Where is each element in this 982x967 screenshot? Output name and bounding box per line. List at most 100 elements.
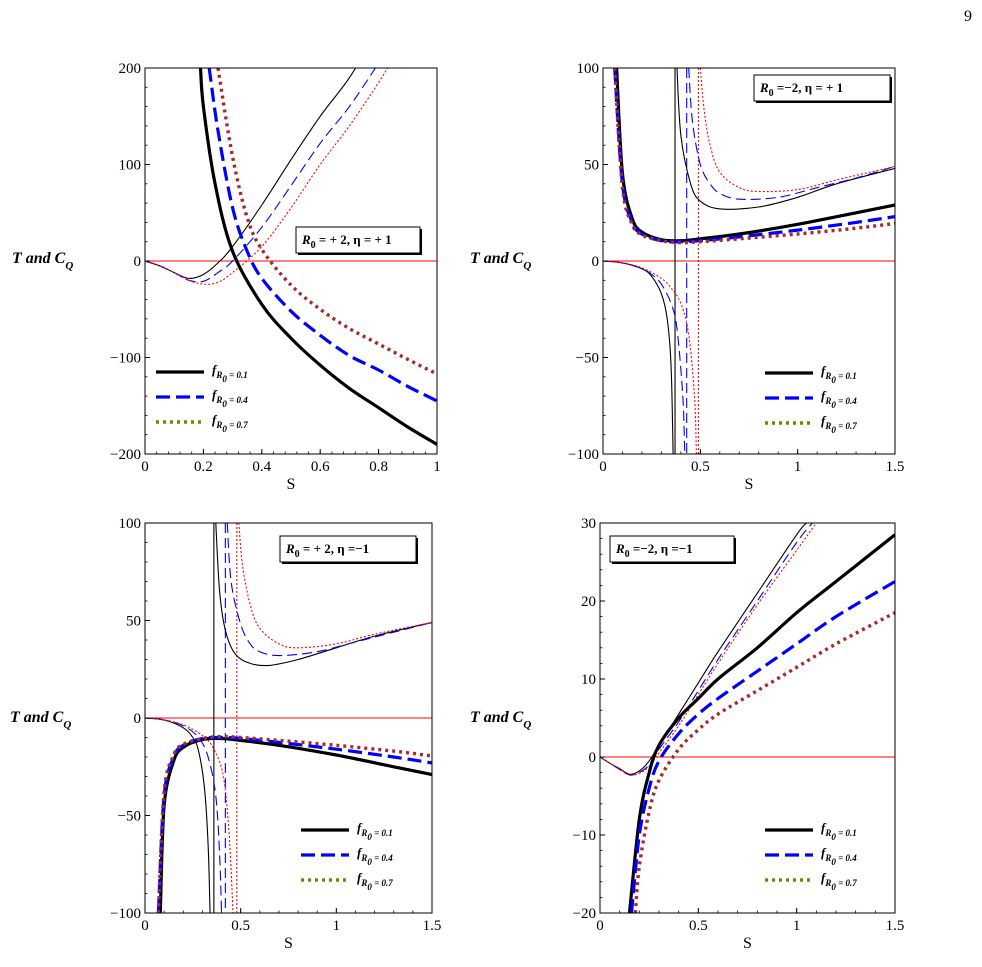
legend-f: f <box>821 845 827 860</box>
y-tick-label: 200 <box>119 61 142 77</box>
x-tick-label: 0 <box>596 918 604 934</box>
legend-sub-R: R <box>824 878 831 888</box>
y-tick-label: −100 <box>110 351 141 367</box>
legend-value: = 0.4 <box>836 853 857 863</box>
panel-label: R0 =−2, η =−1 <box>615 541 693 560</box>
legend-sub-0: 0 <box>831 375 836 385</box>
panel-label-rest: =−2, η = + 1 <box>774 80 844 95</box>
y-axis-label-subscript: Q <box>65 260 73 272</box>
x-tick-label: 0.5 <box>689 918 708 934</box>
x-tick-label: 1.5 <box>886 918 905 934</box>
x-tick-label: 0.5 <box>691 459 710 475</box>
legend-f: f <box>357 845 363 860</box>
legend-value: = 0.4 <box>372 853 393 863</box>
temperature-curve-2 <box>156 734 432 913</box>
legend-sub-0: 0 <box>831 882 836 892</box>
legend-sub-0: 0 <box>367 857 372 867</box>
y-tick-label: 30 <box>581 516 596 532</box>
legend-entry-0: fR0 = 0.1 <box>212 362 248 384</box>
panel-label-subscript: 0 <box>625 549 630 560</box>
heat-capacity-curve-5 <box>600 523 817 776</box>
legend-sub-0: 0 <box>831 832 836 842</box>
x-tick-label: 1.5 <box>423 918 442 934</box>
y-tick-label: 0 <box>592 254 600 270</box>
y-axis-label: T and CQ <box>12 250 73 272</box>
y-tick-label: −200 <box>110 447 141 463</box>
legend-sub-R: R <box>824 421 831 431</box>
x-axis-label: S <box>284 935 293 952</box>
legend-sub-0: 0 <box>222 399 227 409</box>
x-tick-label: 0 <box>141 459 149 475</box>
y-axis-label-subscript: Q <box>523 719 531 731</box>
legend-value: = 0.1 <box>227 370 248 380</box>
x-tick-label: 0.8 <box>369 459 388 475</box>
legend-sub-R: R <box>824 371 831 381</box>
legend-value: = 0.1 <box>836 371 857 381</box>
legend-value: = 0.1 <box>836 828 857 838</box>
panel-label: R0 = + 2, η = + 1 <box>301 232 392 251</box>
x-tick-label: 1 <box>333 918 341 934</box>
legend-value: = 0.4 <box>227 395 248 405</box>
y-tick-label: 50 <box>126 614 141 630</box>
y-tick-label: −20 <box>573 906 596 922</box>
legend-f: f <box>821 413 827 428</box>
legend-f: f <box>357 870 363 885</box>
legend-sub-0: 0 <box>831 425 836 435</box>
y-tick-label: 0 <box>134 711 142 727</box>
panel-label-rest: = + 2, η = + 1 <box>316 232 392 247</box>
heat-capacity-curve-6 <box>226 523 432 657</box>
temperature-curve-2 <box>613 68 895 245</box>
panel-label-base: R <box>285 541 295 556</box>
x-tick-label: 1 <box>433 459 441 475</box>
legend-f: f <box>821 388 827 403</box>
legend-sub-R: R <box>360 853 367 863</box>
heat-capacity-curve-4 <box>600 523 813 776</box>
heat-capacity-curve-4 <box>145 68 377 283</box>
y-tick-label: 100 <box>119 158 142 174</box>
x-axis-label: S <box>743 935 752 952</box>
panel-label-box <box>753 74 891 102</box>
panel-label-rest: = + 2, η =−1 <box>300 541 370 556</box>
y-axis-label-subscript: Q <box>63 719 71 731</box>
y-tick-label: 10 <box>581 672 596 688</box>
legend-entry-0: fR0 = 0.1 <box>357 820 393 842</box>
heat-capacity-curve-3 <box>603 260 674 454</box>
y-tick-label: −50 <box>118 809 141 825</box>
plot-frame <box>599 522 896 914</box>
panel-label-subscript: 0 <box>769 88 774 99</box>
x-tick-label: 0 <box>599 459 607 475</box>
heat-capacity-curve-5 <box>603 260 686 454</box>
legend-sub-R: R <box>215 420 222 430</box>
y-tick-label: 100 <box>577 61 600 77</box>
y-tick-label: −10 <box>573 828 596 844</box>
panel-label: R0 = + 2, η =−1 <box>285 541 369 560</box>
temperature-curve-1 <box>207 68 437 403</box>
y-tick-label: 50 <box>584 158 599 174</box>
legend-entry-1: fR0 = 0.4 <box>357 845 393 867</box>
legend-value: = 0.7 <box>836 878 857 888</box>
y-axis-label: T and CQ <box>10 709 71 731</box>
legend-entry-1: fR0 = 0.4 <box>821 388 857 410</box>
legend-sub-0: 0 <box>831 857 836 867</box>
legend-sub-R: R <box>824 396 831 406</box>
panel-label: R0 =−2, η = + 1 <box>759 80 843 99</box>
y-tick-label: 0 <box>589 750 597 766</box>
plot-area <box>600 523 895 913</box>
legend-sub-0: 0 <box>222 374 227 384</box>
x-tick-label: 0.5 <box>231 918 250 934</box>
legend-f: f <box>212 412 218 427</box>
heat-capacity-curve-8 <box>238 523 432 649</box>
heat-capacity-curve-7 <box>145 717 234 913</box>
legend-value: = 0.4 <box>836 396 857 406</box>
panel-label-subscript: 0 <box>295 549 300 560</box>
panel-label-rest: =−2, η =−1 <box>630 541 693 556</box>
y-tick-label: 100 <box>119 516 142 532</box>
x-tick-label: 0 <box>141 918 149 934</box>
heat-capacity-curve-7 <box>603 260 697 454</box>
x-axis-label: S <box>745 476 754 493</box>
legend-entry-1: fR0 = 0.4 <box>212 387 248 409</box>
x-tick-label: 0.4 <box>252 459 271 475</box>
legend-f: f <box>821 870 827 885</box>
